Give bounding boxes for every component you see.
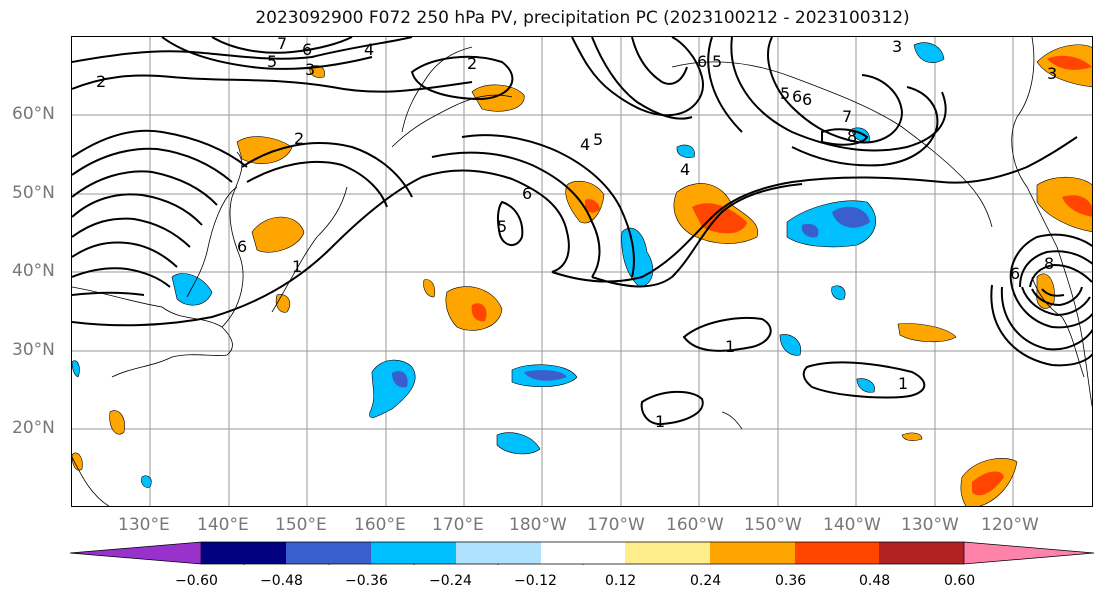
lat-label: 60°N (12, 104, 55, 124)
lon-label: 170°E (432, 515, 484, 535)
svg-text:4: 4 (580, 135, 590, 154)
lon-label: 140°W (823, 515, 881, 535)
lat-label: 50°N (12, 183, 55, 203)
svg-text:5: 5 (712, 52, 722, 71)
graticule (72, 37, 1092, 506)
colorbar-tick-label: 0.48 (859, 573, 891, 589)
colorbar-tick-label: 0.24 (690, 573, 722, 589)
colorbar-tick-label: −0.12 (514, 573, 557, 589)
svg-text:2: 2 (294, 129, 304, 148)
colorbar-segment (710, 542, 795, 564)
precip-fills (72, 42, 1092, 506)
svg-text:1: 1 (898, 374, 908, 393)
colorbar-segment (456, 542, 541, 564)
svg-text:5: 5 (593, 130, 603, 149)
colorbar-tick-label: 0.60 (944, 573, 976, 589)
colorbar-tick-label: −0.24 (429, 573, 472, 589)
svg-text:8: 8 (847, 127, 857, 146)
svg-text:3: 3 (305, 60, 315, 79)
svg-text:4: 4 (364, 40, 374, 59)
colorbar-segment (879, 542, 964, 564)
svg-text:2: 2 (467, 54, 477, 73)
colorbar-segment (371, 542, 456, 564)
svg-text:7: 7 (277, 37, 287, 53)
svg-text:7: 7 (842, 107, 852, 126)
svg-text:6: 6 (792, 87, 802, 106)
lat-label: 30°N (12, 340, 55, 360)
colorbar-segment (69, 541, 202, 565)
lon-label: 150°E (275, 515, 327, 535)
contour-labels: 2 7 6 5 3 4 2 2 6 5 4 5 6 7 6 5 8 3 4 6 … (96, 37, 1057, 431)
map-panel: 2 7 6 5 3 4 2 2 6 5 4 5 6 7 6 5 8 3 4 6 … (71, 36, 1093, 507)
svg-text:8: 8 (1044, 254, 1054, 273)
colorbar-tick-label: −0.36 (345, 573, 388, 589)
svg-text:5: 5 (497, 217, 507, 236)
lon-label: 150°W (744, 515, 802, 535)
colorbar-segment (795, 542, 879, 564)
svg-text:6: 6 (237, 237, 247, 256)
lat-label: 40°N (12, 261, 55, 281)
svg-text:6: 6 (802, 90, 812, 109)
svg-text:6: 6 (1010, 264, 1020, 283)
figure-title: 2023092900 F072 250 hPa PV, precipitatio… (255, 8, 910, 28)
colorbar-tick-label: 0.36 (775, 573, 807, 589)
pv-contours (72, 37, 1092, 426)
svg-text:4: 4 (680, 160, 690, 179)
lat-label: 20°N (12, 418, 55, 438)
svg-text:6: 6 (302, 40, 312, 59)
lon-label: 160°E (354, 515, 406, 535)
colorbar-tick-label: −0.60 (175, 573, 218, 589)
svg-text:1: 1 (655, 412, 665, 431)
lon-label: 160°W (666, 515, 724, 535)
lon-label: 170°W (587, 515, 645, 535)
lon-label: 140°E (197, 515, 249, 535)
colorbar-segment (963, 541, 1095, 565)
svg-text:5: 5 (780, 84, 790, 103)
svg-text:6: 6 (697, 52, 707, 71)
lon-label: 130°E (118, 515, 170, 535)
svg-text:6: 6 (522, 184, 532, 203)
lon-label: 180°W (509, 515, 567, 535)
svg-text:1: 1 (292, 257, 302, 276)
svg-text:2: 2 (96, 72, 106, 91)
map-canvas: 2 7 6 5 3 4 2 2 6 5 4 5 6 7 6 5 8 3 4 6 … (72, 37, 1092, 506)
lon-label: 130°W (901, 515, 959, 535)
colorbar (69, 541, 1095, 565)
colorbar-tick-label: 0.12 (605, 573, 637, 589)
colorbar-segment (625, 542, 710, 564)
colorbar-tick-label: −0.48 (260, 573, 303, 589)
lon-label: 120°W (981, 515, 1039, 535)
svg-text:3: 3 (1047, 64, 1057, 83)
coastlines (72, 37, 1092, 506)
svg-text:1: 1 (725, 337, 735, 356)
svg-text:3: 3 (892, 37, 902, 56)
svg-text:5: 5 (267, 52, 277, 71)
colorbar-segment (286, 542, 371, 564)
colorbar-segment (541, 542, 625, 564)
colorbar-segment (201, 542, 286, 564)
